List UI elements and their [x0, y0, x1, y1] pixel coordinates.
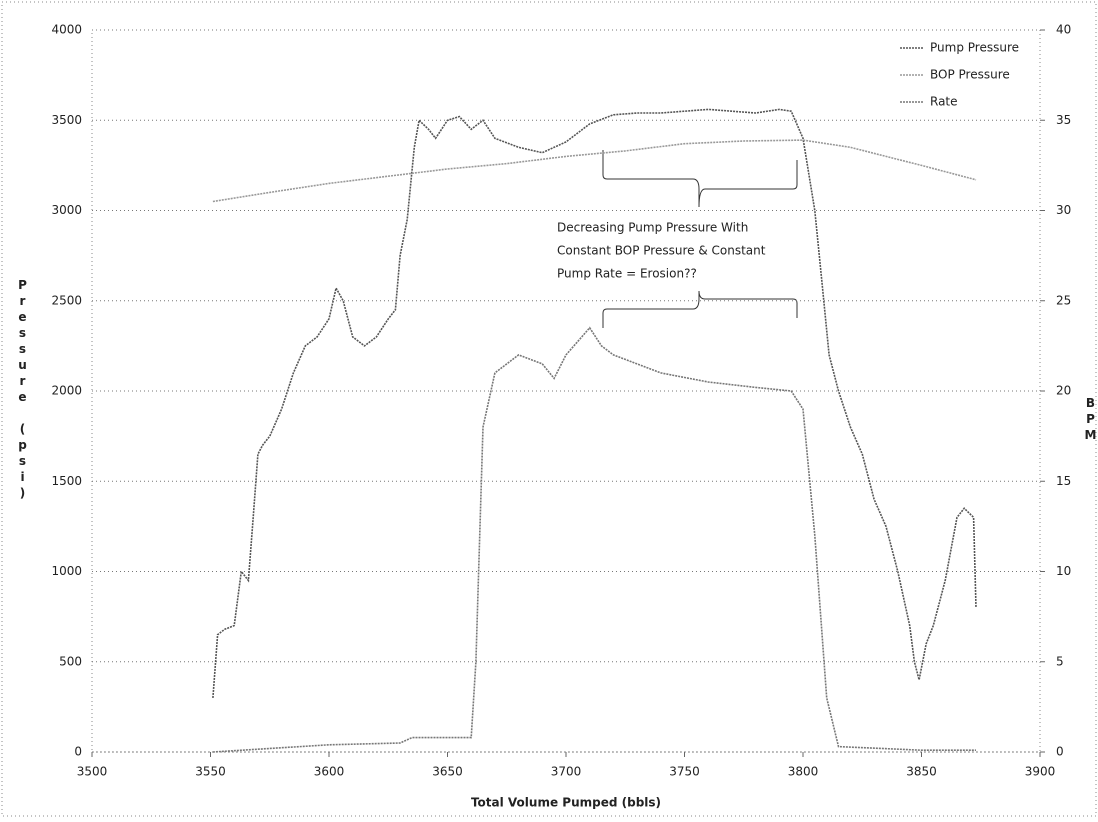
y-tick-label: 2500: [51, 293, 82, 307]
legend-label: Rate: [930, 95, 958, 109]
series-line: [212, 139, 977, 203]
x-tick-label: 3700: [551, 765, 582, 779]
x-tick-label: 3650: [432, 765, 463, 779]
brace-top: [602, 150, 798, 208]
y2-tick-label: 15: [1056, 474, 1071, 488]
series-line: [212, 326, 976, 753]
x-tick-label: 3750: [669, 765, 700, 779]
x-tick-label: 3550: [195, 765, 226, 779]
y2-tick-label: 0: [1056, 745, 1064, 759]
x-tick-label: 3500: [77, 765, 108, 779]
annotation: Pump Rate = Erosion??: [557, 267, 697, 281]
annotation: Decreasing Pump Pressure With: [557, 221, 748, 235]
y-tick-label: 2000: [51, 384, 82, 398]
series-line: [212, 108, 977, 698]
y2-tick-label: 5: [1056, 654, 1064, 668]
y-axis-label: Pressure (psi): [16, 278, 30, 502]
brace-bottom: [602, 290, 798, 328]
x-tick-label: 3600: [314, 765, 345, 779]
y2-tick-label: 30: [1056, 203, 1071, 217]
legend-label: Pump Pressure: [930, 41, 1019, 55]
plot-area: [91, 29, 1041, 753]
y2-tick-label: 10: [1056, 564, 1071, 578]
x-tick-label: 3900: [1025, 765, 1056, 779]
y2-axis-label: BPM: [1084, 396, 1098, 444]
y-tick-label: 4000: [51, 23, 82, 37]
x-axis-label: Total Volume Pumped (bbls): [471, 796, 661, 810]
y2-tick-label: 20: [1056, 384, 1071, 398]
x-tick-label: 3850: [906, 765, 937, 779]
y-tick-label: 3000: [51, 203, 82, 217]
y-tick-label: 1500: [51, 474, 82, 488]
y-tick-label: 500: [59, 654, 82, 668]
y-tick-label: 3500: [51, 113, 82, 127]
y-tick-label: 0: [74, 745, 82, 759]
x-tick-label: 3800: [788, 765, 819, 779]
y-tick-label: 1000: [51, 564, 82, 578]
annotation: Constant BOP Pressure & Constant: [557, 244, 766, 258]
y2-tick-label: 40: [1056, 23, 1071, 37]
y2-tick-label: 25: [1056, 293, 1071, 307]
y2-tick-label: 35: [1056, 113, 1071, 127]
legend-label: BOP Pressure: [930, 68, 1010, 82]
